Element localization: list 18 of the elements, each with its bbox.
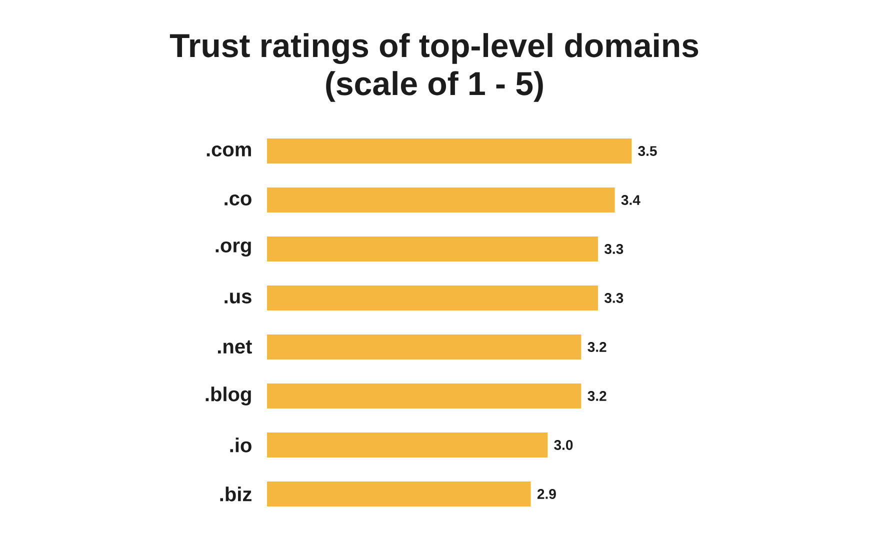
y-tick-label: .com: [206, 146, 251, 156]
y-tick-label: .org: [216, 242, 251, 257]
chart-title: Trust ratings of top-level domains: [170, 33, 698, 64]
data-label: 3.2: [588, 391, 606, 401]
data-label: 3.5: [638, 146, 657, 156]
y-tick-label: .us: [224, 292, 252, 304]
y-tick-label: .net: [218, 340, 252, 354]
y-tick-label: .blog: [206, 386, 251, 406]
y-tick-label: .io: [230, 438, 252, 452]
data-label: 3.2: [588, 342, 606, 352]
data-label: 3.3: [604, 293, 624, 303]
data-label: 2.9: [537, 489, 556, 499]
y-tick-label: .biz: [220, 486, 252, 502]
data-label: 3.3: [604, 244, 624, 254]
data-label: 3.0: [554, 440, 573, 450]
chart-subtitle: (scale of 1 - 5): [326, 71, 543, 102]
y-tick-label: .co: [224, 194, 252, 206]
data-label: 3.4: [621, 195, 640, 205]
